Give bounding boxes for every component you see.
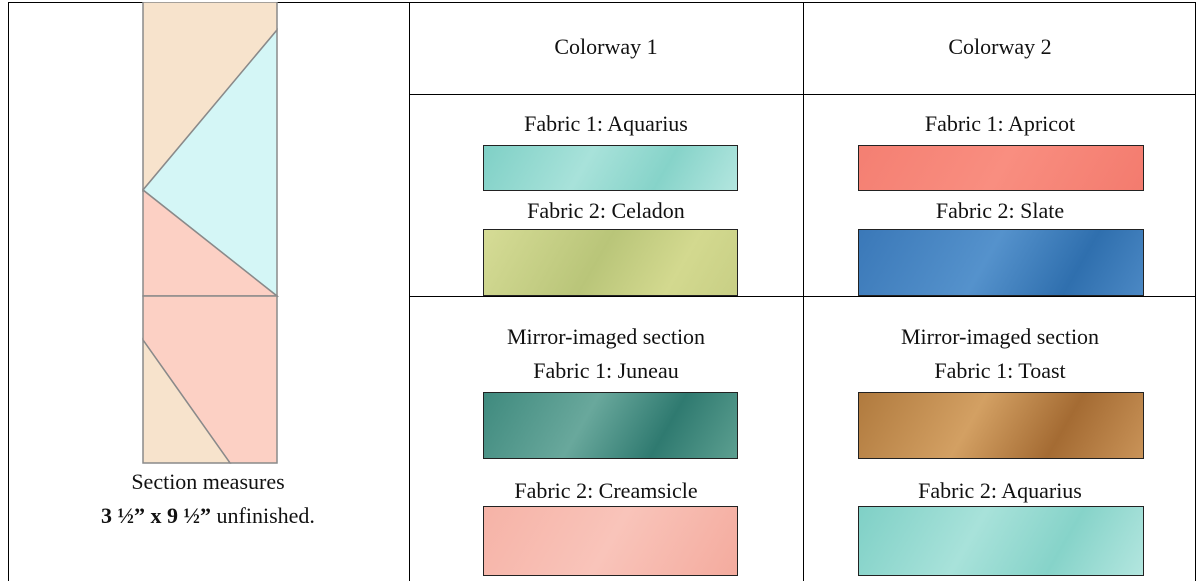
row-heading: Mirror-imaged section	[900, 324, 1100, 349]
table-border	[8, 2, 9, 581]
fabric-label: Fabric 1: Toast	[934, 358, 1066, 383]
fabric-label: Fabric 2: Creamsicle	[514, 478, 698, 503]
section-note: unfinished.	[216, 503, 315, 528]
fabric-swatch	[483, 506, 738, 576]
table-border	[803, 2, 804, 581]
fabric-label: Fabric 2: Celadon	[527, 198, 685, 223]
row-heading: Mirror-imaged section	[506, 324, 706, 349]
section-note: Section measures	[131, 469, 285, 494]
fabric-swatch	[483, 145, 738, 191]
table-border	[409, 296, 1196, 297]
table-border	[1195, 2, 1196, 581]
fabric-label: Fabric 2: Aquarius	[918, 478, 1082, 503]
table-border	[8, 2, 1196, 3]
fabric-swatch	[483, 392, 738, 459]
fabric-label: Fabric 1: Juneau	[533, 358, 679, 383]
fabric-label: Fabric 1: Apricot	[924, 111, 1076, 136]
section-note: 3 ½” x 9 ½” unfinished.	[101, 503, 315, 529]
table-border	[409, 2, 410, 581]
quilt-section-diagram	[142, 2, 279, 464]
fabric-swatch	[858, 145, 1144, 191]
section-size: 3 ½” x 9 ½”	[101, 503, 212, 528]
fabric-label: Fabric 1: Aquarius	[524, 111, 688, 136]
fabric-swatch	[858, 229, 1144, 296]
column-header: Colorway 1	[554, 34, 658, 59]
fabric-swatch	[483, 229, 738, 296]
table-border	[409, 94, 1196, 95]
fabric-swatch	[858, 392, 1144, 459]
column-header: Colorway 2	[948, 34, 1052, 59]
fabric-swatch	[858, 506, 1144, 576]
fabric-label: Fabric 2: Slate	[935, 198, 1065, 223]
